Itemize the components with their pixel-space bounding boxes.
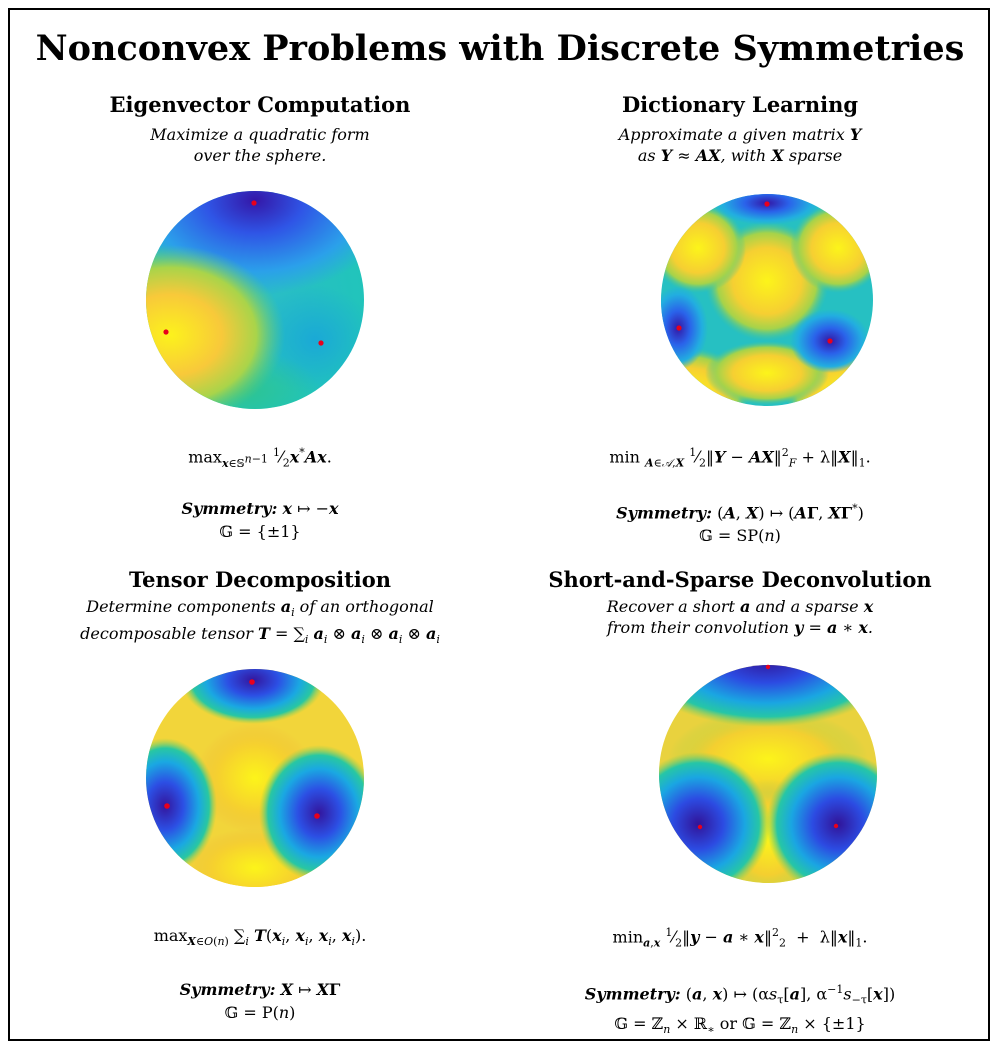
objective-formula: mina,x 1⁄2‖y − a ∗ x‖22 + λ‖x‖1. [612,926,868,950]
sphere-tensor-decomposition [145,668,365,888]
panel-title: Dictionary Learning [621,92,859,117]
panel-description: Recover a short a and a sparse x from th… [606,597,874,637]
critical-point-marker [676,325,682,331]
desc-line: Maximize a quadratic form [150,125,370,144]
panel-title: Eigenvector Computation [109,92,411,117]
objective-formula: maxX∈O(n) ∑i T(xi, xi, xi, xi). [153,926,367,949]
panel-tensor-decomposition: Tensor Decomposition Determine component… [25,567,495,650]
sphere-short-and-sparse [658,664,878,884]
figure-title: Nonconvex Problems with Discrete Symmetr… [35,28,965,69]
panel-dictionary-learning: Dictionary Learning Approximate a given … [505,92,975,166]
critical-point-marker [833,823,839,829]
symmetry-block: Symmetry: x ↦ −x 𝔾 = {±1} [181,499,339,541]
sphere-dictionary-learning [660,193,874,407]
critical-point-marker [163,329,169,335]
panel-title: Short-and-Sparse Deconvolution [548,567,932,592]
critical-point-marker [249,679,255,685]
desc-line: over the sphere. [193,146,327,165]
critical-point-marker [318,340,324,346]
panel-short-and-sparse-deconvolution: Short-and-Sparse Deconvolution Recover a… [505,567,975,638]
objective-formula: maxx∈𝕊n−1 1⁄2x*Ax. [188,446,332,470]
panel-description: Approximate a given matrix Y as Y ≈ AX, … [618,125,862,165]
critical-point-marker [764,201,770,207]
critical-point-marker [765,664,771,670]
symmetry-block: Symmetry: (a, x) ↦ (αsτ[a], α−1s−τ[x]) 𝔾… [584,983,896,1036]
critical-point-marker [697,824,703,830]
panel-description: Maximize a quadratic form over the spher… [25,124,495,166]
symmetry-block: Symmetry: X ↦ XΓ 𝔾 = P(n) [179,980,341,1022]
critical-point-marker [827,338,833,344]
sphere-eigenvector [145,190,365,410]
figure-frame [8,8,990,1041]
critical-point-marker [314,813,320,819]
panel-description: Determine components ai of an orthogonal… [80,597,440,647]
objective-formula: min A∈𝒜,X 1⁄2‖Y − AX‖2F + λ‖X‖1. [609,446,871,470]
panel-title: Tensor Decomposition [128,567,392,592]
symmetry-block: Symmetry: (A, X) ↦ (AΓ, XΓ*) 𝔾 = SP(n) [616,502,864,546]
critical-point-marker [164,803,170,809]
critical-point-marker [251,200,257,206]
panel-eigenvector: Eigenvector Computation Maximize a quadr… [25,92,495,166]
